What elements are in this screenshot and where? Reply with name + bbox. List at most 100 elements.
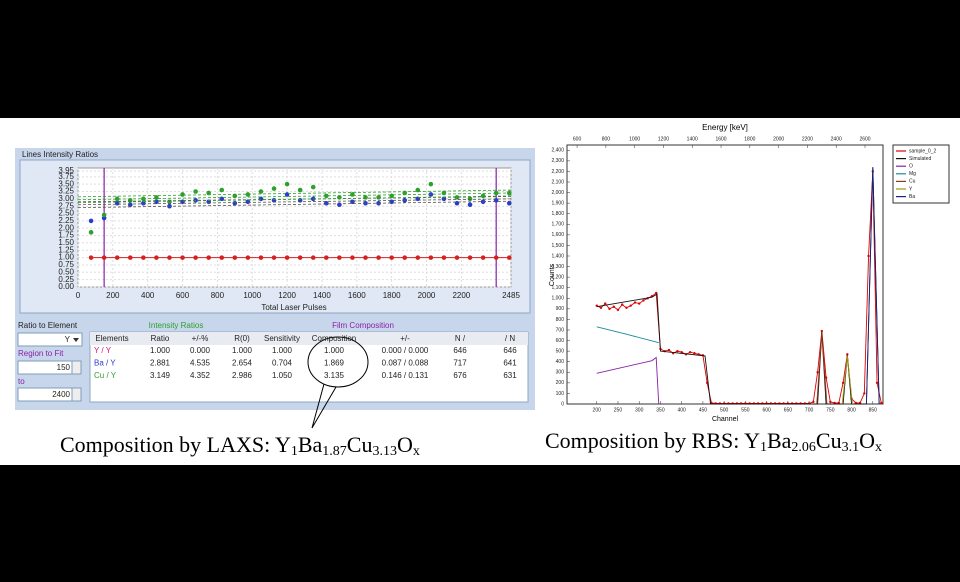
y-tick-label: 500 <box>556 348 565 354</box>
x-tick-label: 400 <box>678 407 687 413</box>
region-label: Region to Fit <box>18 349 64 358</box>
y-axis-title: Counts <box>549 263 556 286</box>
data-point <box>693 352 696 355</box>
fit-line <box>77 189 512 198</box>
data-point <box>363 195 368 200</box>
formula-element: Cu <box>816 428 842 453</box>
y-tick-label: 900 <box>556 306 565 312</box>
x-tick-label: 450 <box>699 407 708 413</box>
data-point <box>467 196 473 202</box>
x-tick-label: 600 <box>762 407 771 413</box>
legend-label: Ba <box>909 194 915 200</box>
column-header: +/- <box>400 334 410 343</box>
x2-tick-label: 1800 <box>744 136 755 142</box>
data-point <box>841 381 845 385</box>
data-point <box>206 190 211 196</box>
data-point <box>323 255 329 260</box>
x2-tick-label: 2600 <box>859 136 870 142</box>
x-tick-label: 800 <box>847 407 856 413</box>
y-tick-label: 2,100 <box>551 179 564 185</box>
data-point <box>310 255 316 260</box>
data-point <box>258 189 264 194</box>
table-cell: 2.986 <box>232 371 253 380</box>
data-point <box>193 189 198 194</box>
data-point <box>633 301 637 304</box>
data-point <box>863 392 866 395</box>
column-header: Ratio <box>151 334 170 343</box>
spinner[interactable] <box>71 360 82 375</box>
table-cell: 0.000 <box>190 346 211 355</box>
table-cell: 1.000 <box>232 346 253 355</box>
data-point <box>127 202 133 208</box>
data-point <box>101 255 107 260</box>
y-tick-label: 0.25 <box>58 275 74 284</box>
x-tick-label: 600 <box>176 291 190 300</box>
series-line <box>865 167 880 405</box>
x-tick-label: 1000 <box>243 291 261 300</box>
y-tick-label: 1,300 <box>551 264 564 270</box>
formula-element: O <box>397 432 413 457</box>
formula-subscript: x <box>413 444 420 459</box>
callout-tail <box>311 383 337 429</box>
table-cell: 631 <box>503 371 517 380</box>
table-cell: 641 <box>503 359 517 368</box>
table-cell: 0.087 / 0.088 <box>382 359 429 368</box>
x2-tick-label: 800 <box>602 136 611 142</box>
y-tick-label: 1,200 <box>551 274 564 280</box>
data-point <box>297 255 303 260</box>
table-cell: 646 <box>503 346 517 355</box>
formula-element: O <box>859 428 875 453</box>
y-tick-label: 1.00 <box>58 253 74 262</box>
series-line <box>596 167 880 405</box>
data-point <box>506 255 512 260</box>
data-point <box>642 299 645 302</box>
data-point <box>154 255 159 260</box>
ratio-select[interactable] <box>17 332 83 347</box>
data-point <box>880 401 883 405</box>
formula-element: Ba <box>298 432 323 457</box>
data-point <box>363 255 368 260</box>
x-tick-label: 250 <box>614 407 623 413</box>
data-point <box>206 255 211 260</box>
x-tick-label: 1800 <box>383 291 401 300</box>
x2-tick-label: 1600 <box>715 136 726 142</box>
data-point <box>167 255 172 260</box>
data-point <box>415 255 421 260</box>
data-point <box>829 400 832 404</box>
y-tick-label: 0 <box>561 401 564 407</box>
data-point <box>854 401 858 405</box>
y-tick-label: 3.00 <box>58 194 74 203</box>
data-point <box>101 212 107 218</box>
data-point <box>428 181 434 187</box>
legend-label: sample_0_2 <box>909 148 936 154</box>
dropdown-arrow <box>73 338 79 342</box>
chart-title: Lines Intensity Ratios <box>22 150 98 159</box>
callout-ellipse <box>307 336 369 388</box>
y-tick-label: 1,500 <box>551 243 564 249</box>
data-point <box>245 192 251 197</box>
y-tick-label: 600 <box>556 338 565 344</box>
spinner[interactable] <box>71 387 82 402</box>
data-point <box>258 255 264 260</box>
table-cell: 2.881 <box>150 359 171 368</box>
table-cell: 1.050 <box>272 371 293 380</box>
data-point <box>284 255 290 260</box>
x2-tick-label: 1000 <box>629 136 640 142</box>
data-point <box>180 255 185 260</box>
y-tick-label: 3.75 <box>58 172 74 181</box>
formula-element: Y <box>275 432 291 457</box>
column-header: Elements <box>95 334 128 343</box>
x-tick-label: 0 <box>76 291 81 300</box>
plot-area <box>77 167 512 288</box>
y-tick-label: 3.95 <box>58 166 74 175</box>
x2-tick-label: 2000 <box>773 136 784 142</box>
y-tick-label: 2,200 <box>551 169 564 175</box>
data-point <box>616 308 620 312</box>
y-tick-label: 300 <box>556 370 565 376</box>
formula-subscript: 2.06 <box>791 440 816 455</box>
x-tick-label: 200 <box>106 291 120 300</box>
data-point <box>608 307 611 311</box>
data-point <box>219 255 225 260</box>
caption: Composition by LAXS: Y1Ba1.87Cu3.13Ox <box>60 432 420 459</box>
table-cell: 4.352 <box>190 371 211 380</box>
